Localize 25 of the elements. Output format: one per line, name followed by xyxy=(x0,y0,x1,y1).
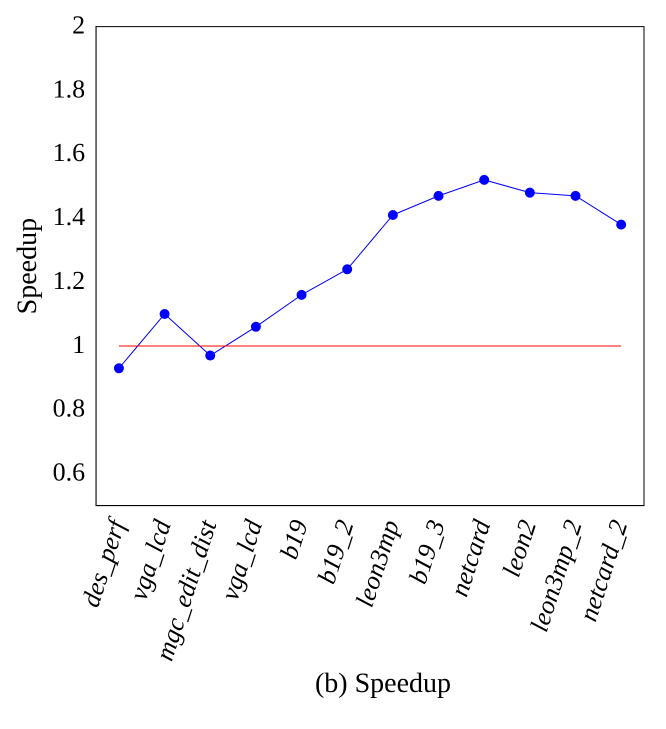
text: (b) Speedup xyxy=(314,668,452,700)
point xyxy=(570,190,581,201)
point xyxy=(388,210,398,220)
y-tick-label: 0.8 xyxy=(52,394,86,423)
point xyxy=(434,190,444,201)
y-tick-label: 1.6 xyxy=(52,138,86,168)
y-tick-label: 1.8 xyxy=(52,74,86,104)
x-tick-label: vga_lcd xyxy=(215,516,268,604)
y-axis-title: Speedup xyxy=(12,218,44,314)
point xyxy=(205,350,216,361)
point xyxy=(524,188,535,198)
point xyxy=(616,220,626,230)
point xyxy=(250,322,261,332)
x-tick-label: b19 xyxy=(274,516,314,562)
point xyxy=(296,290,307,300)
point xyxy=(479,174,490,185)
y-tick-label: 1 xyxy=(72,330,86,359)
point xyxy=(114,363,124,374)
y-tick-label: 2 xyxy=(72,10,86,40)
y-tick-label: 1.2 xyxy=(52,266,86,295)
y-tick-label: 1.4 xyxy=(52,202,86,232)
point xyxy=(342,264,352,274)
y-tick-label: 0.6 xyxy=(52,458,86,487)
x-tick-label: b19_2 xyxy=(312,516,360,588)
point xyxy=(160,309,170,320)
